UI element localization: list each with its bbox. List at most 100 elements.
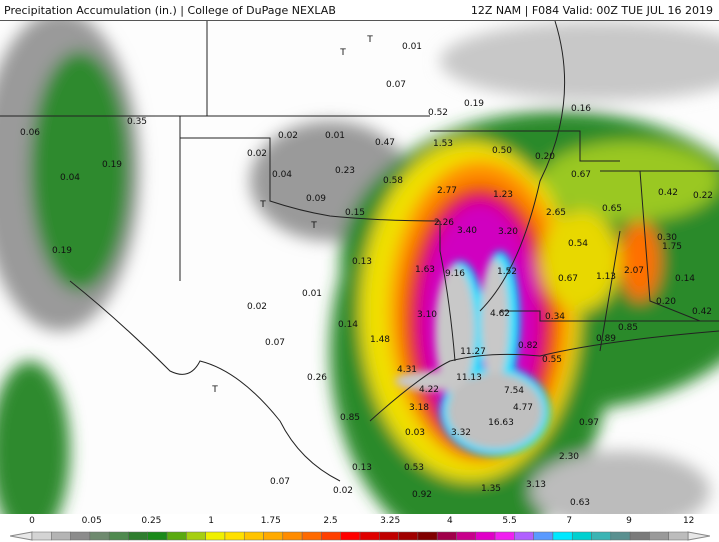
legend-tick-label: 0.05 — [81, 516, 102, 526]
precip-value-label: 0.01 — [324, 131, 346, 141]
precip-value-label: 0.13 — [351, 257, 373, 267]
legend-tick-label: 9 — [626, 516, 632, 526]
precip-value-label: 2.26 — [433, 218, 455, 228]
trace-marker: T — [340, 48, 346, 58]
precip-value-label: 0.15 — [344, 208, 366, 218]
precip-value-label: 0.58 — [382, 176, 404, 186]
color-legend: 0 0.05 0.25 1 1.75 2.5 3.25 4 5.5 7 9 12 — [0, 514, 719, 542]
precip-value-label: 0.85 — [339, 413, 361, 423]
precip-value-label: 3.20 — [497, 227, 519, 237]
legend-tick-label: 4 — [447, 516, 453, 526]
colorbar-segment — [359, 531, 380, 541]
legend-tick-label: 12 — [682, 516, 695, 526]
precip-value-label: 0.16 — [570, 104, 592, 114]
precip-value-label: 0.92 — [411, 490, 433, 500]
precip-value-label: 0.13 — [351, 463, 373, 473]
precip-value-label: 0.50 — [491, 146, 513, 156]
precip-value-label: 0.34 — [544, 312, 566, 322]
colorbar-segment — [379, 531, 399, 541]
colorbar-segment — [629, 531, 650, 541]
colorbar-segment — [340, 531, 361, 541]
precip-value-label: 1.52 — [496, 267, 518, 277]
legend-tick-label: 1.75 — [260, 516, 281, 526]
precip-value-label: 0.54 — [567, 239, 589, 249]
trace-marker: T — [367, 35, 373, 45]
precip-value-label: 9.16 — [444, 269, 466, 279]
precip-value-label: 2.07 — [623, 266, 645, 276]
precip-value-label: 1.13 — [595, 272, 617, 282]
precip-value-label: 0.67 — [570, 170, 592, 180]
precip-value-label: 1.75 — [661, 242, 683, 252]
precip-value-label: 3.13 — [525, 480, 547, 490]
colorbar-segment — [514, 531, 534, 541]
precip-value-label: 0.02 — [277, 131, 299, 141]
colorbar-segment — [649, 531, 669, 541]
precip-value-label: 1.48 — [369, 335, 391, 345]
precip-value-label: 0.26 — [306, 373, 328, 383]
precip-value-label: 1.35 — [480, 484, 502, 494]
precip-value-label: 0.67 — [557, 274, 579, 284]
precip-value-label: 2.65 — [545, 208, 567, 218]
precip-value-label: 1.63 — [414, 265, 436, 275]
legend-tick-label: 3.25 — [380, 516, 401, 526]
legend-tick-label: 0.25 — [141, 516, 162, 526]
precip-value-label: 0.97 — [578, 418, 600, 428]
colorbar-segment — [166, 531, 187, 541]
precip-value-label: 4.77 — [512, 403, 534, 413]
legend-tick-label: 1 — [208, 516, 214, 526]
precip-value-label: 0.23 — [334, 166, 356, 176]
legend-tick-label: 5.5 — [502, 516, 517, 526]
precipitation-field — [0, 21, 719, 514]
precip-value-label: 0.07 — [385, 80, 407, 90]
precip-value-label: 0.22 — [692, 191, 714, 201]
colorbar-segment — [436, 531, 457, 541]
precip-value-label: 0.19 — [463, 99, 485, 109]
precip-value-label: 0.47 — [374, 138, 396, 148]
precip-value-label: 0.06 — [19, 128, 41, 138]
precip-value-label: 3.40 — [456, 226, 478, 236]
precip-value-label: 4.62 — [489, 309, 511, 319]
colorbar-segment — [417, 531, 438, 541]
colorbar-segment — [186, 531, 206, 541]
precip-value-label: 0.20 — [534, 152, 556, 162]
colorbar-segment — [533, 531, 554, 541]
precip-value-label: 4.22 — [418, 385, 440, 395]
colorbar-segment — [108, 531, 129, 541]
legend-colorbar — [10, 531, 710, 541]
colorbar-segment — [282, 531, 303, 541]
precip-value-label: 0.20 — [655, 297, 677, 307]
colorbar-segment — [147, 531, 168, 541]
precip-value-label: 0.55 — [541, 355, 563, 365]
colorbar-right-arrow — [687, 531, 710, 541]
precip-value-label: 0.04 — [271, 170, 293, 180]
map-title: Precipitation Accumulation (in.) | Colle… — [4, 4, 336, 17]
precip-value-label: 0.35 — [126, 117, 148, 127]
precip-value-label: 0.14 — [337, 320, 359, 330]
colorbar-segment — [243, 531, 264, 541]
colorbar-segment — [398, 531, 419, 541]
precip-value-label: 4.31 — [396, 365, 418, 375]
colorbar-segment — [128, 531, 149, 541]
legend-tick-label: 0 — [29, 516, 35, 526]
precip-value-label: 0.42 — [657, 188, 679, 198]
precip-value-label: 1.53 — [432, 139, 454, 149]
colorbar-segment — [668, 531, 689, 541]
precip-value-label: 0.07 — [264, 338, 286, 348]
precip-value-label: 0.02 — [332, 486, 354, 496]
precip-value-label: 0.01 — [301, 289, 323, 299]
trace-marker: T — [260, 200, 266, 210]
colorbar-segment — [205, 531, 226, 541]
precip-value-label: 0.19 — [101, 160, 123, 170]
precip-value-label: 0.14 — [674, 274, 696, 284]
precip-value-label: 1.23 — [492, 190, 514, 200]
precip-value-label: 0.82 — [517, 341, 539, 351]
precip-value-label: 3.18 — [408, 403, 430, 413]
map-header: Precipitation Accumulation (in.) | Colle… — [0, 0, 719, 21]
precip-value-label: 0.02 — [246, 149, 268, 159]
precip-value-label: 0.63 — [569, 498, 591, 508]
trace-marker: T — [212, 385, 218, 395]
colorbar-segment — [610, 531, 631, 541]
colorbar-segment — [51, 531, 71, 541]
model-run-info: 12Z NAM | F084 Valid: 00Z TUE JUL 16 201… — [470, 4, 713, 17]
colorbar-segment — [494, 531, 515, 541]
